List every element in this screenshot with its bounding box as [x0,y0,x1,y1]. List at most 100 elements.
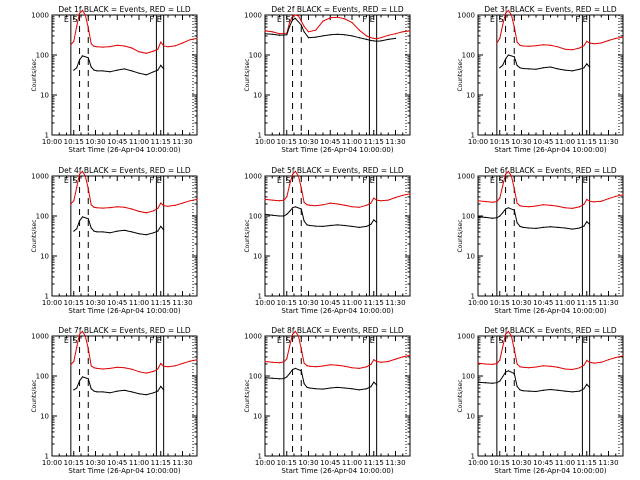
data-point-lld [351,21,353,24]
data-point-lld [286,196,288,198]
data-point-lld [336,16,339,18]
data-point-events [278,34,281,36]
data-point-lld [394,358,397,360]
data-point-events [306,224,308,226]
y-tick-label: 100 [36,52,49,60]
data-point-events [394,37,397,40]
data-point-events [586,221,588,223]
data-point-events [278,378,281,380]
data-point-lld [542,204,544,206]
y-tick-label: 100 [249,213,262,221]
data-point-lld [344,18,346,20]
x-tick-label: 10:45 [107,459,127,467]
y-tick-label: 1000 [457,12,475,20]
data-point-lld [81,170,84,172]
x-tick-label: 11:00 [555,299,575,307]
data-point-lld [152,50,155,52]
data-point-lld [502,346,504,348]
data-point-events [309,224,311,227]
data-point-events [365,388,368,390]
plot-frame [264,335,411,457]
event-marker-label: F [362,176,367,185]
data-point-lld [167,366,169,368]
data-point-events [90,227,92,229]
data-point-events [365,38,368,41]
data-point-lld [196,198,198,200]
plot-frame [51,335,198,457]
x-tick-label: 11:15 [577,299,597,307]
data-point-events [303,220,305,222]
data-point-events [292,368,294,371]
data-point-lld [358,367,360,369]
event-marker-label: F [575,176,580,185]
data-point-lld [351,206,353,208]
data-point-lld [409,30,411,32]
data-point-events [152,392,155,394]
data-point-events [505,58,507,60]
x-tick-label: 10:00 [255,299,275,307]
event-marker-label: E [370,176,375,185]
data-point-events [123,229,126,231]
data-point-lld [109,207,111,209]
x-tick-label: 10:00 [255,459,275,467]
data-point-events [163,389,165,391]
data-point-events [271,377,273,379]
data-point-lld [306,365,308,367]
x-tick-label: 10:00 [468,459,488,467]
data-point-events [283,378,285,380]
y-tick-label: 10 [40,92,49,100]
data-point-events [81,376,84,378]
data-point-events [131,70,133,72]
x-axis-label: Start Time (26-Apr-04 10:00:00) [281,467,393,475]
data-point-lld [477,362,479,364]
data-point-events [307,37,310,39]
data-point-lld [549,44,552,46]
data-point-lld [297,15,299,17]
data-point-lld [519,205,521,207]
data-point-lld [292,173,294,175]
data-point-events [557,68,559,70]
data-point-lld [499,37,501,40]
data-point-events [505,208,507,210]
data-point-events [373,40,375,42]
data-point-events [499,380,501,382]
data-point-events [87,57,89,59]
data-point-events [131,231,133,233]
data-point-events [116,390,118,392]
data-point-events [496,217,498,219]
data-point-lld [365,204,368,206]
data-point-events [306,386,308,388]
data-point-lld [387,34,389,36]
y-tick-label: 1 [45,293,49,301]
data-point-lld [102,368,104,370]
y-tick-label: 1 [471,453,475,461]
data-point-events [336,33,339,35]
data-point-events [583,388,585,390]
data-point-events [76,387,78,389]
x-tick-label: 11:00 [555,459,575,467]
data-point-events [549,226,552,228]
data-point-lld [145,372,147,374]
event-marker-label: E [157,336,162,345]
x-tick-label: 11:00 [342,459,362,467]
data-point-events [557,226,559,228]
x-tick-label: 11:15 [151,299,171,307]
data-point-events [542,389,544,391]
event-marker-label: S [499,336,504,345]
data-point-lld [510,175,512,177]
data-point-lld [607,359,610,361]
series-line-events [73,55,165,76]
event-marker-label: E [277,176,282,185]
data-point-events [152,232,155,234]
data-point-events [522,226,524,228]
data-point-lld [152,370,155,372]
data-point-lld [522,45,524,47]
series-line-events [477,207,590,230]
data-point-lld [123,45,126,47]
data-point-lld [123,206,126,208]
data-point-lld [484,200,486,203]
data-point-events [557,389,559,391]
data-point-lld [409,354,411,356]
data-point-events [365,225,368,227]
